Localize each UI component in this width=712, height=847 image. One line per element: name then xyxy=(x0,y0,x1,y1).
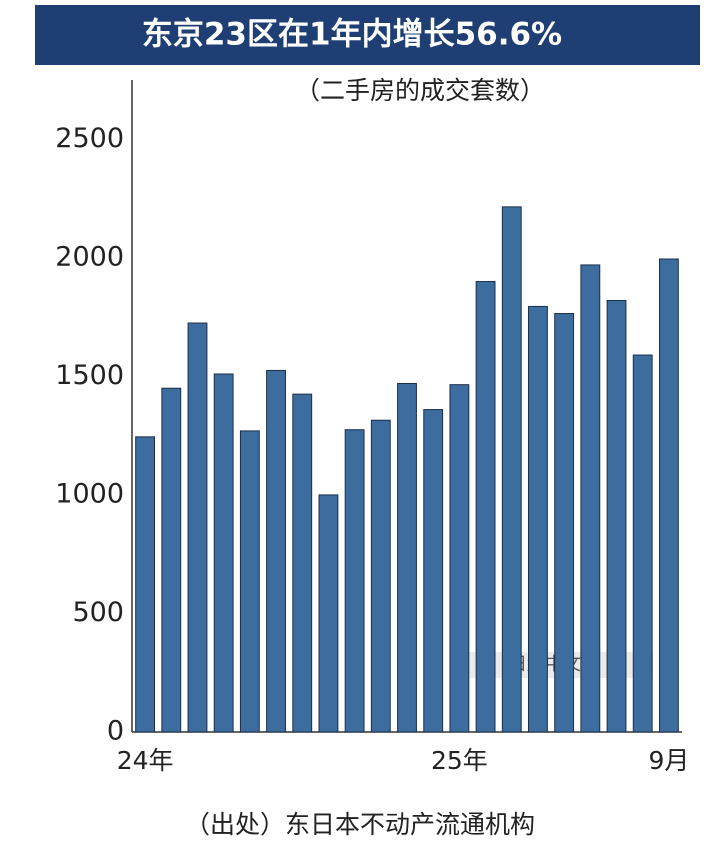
bar xyxy=(370,419,391,733)
title-banner xyxy=(35,5,700,65)
bar xyxy=(423,409,444,733)
bar xyxy=(161,387,182,733)
chart-subtitle: （二手房的成交套数） xyxy=(295,76,545,105)
bar xyxy=(580,264,601,733)
source-note: （出处）东日本不动产流通机构 xyxy=(185,810,535,839)
bar xyxy=(475,281,496,733)
bar xyxy=(397,382,417,733)
chart-title: 东京23区在1年内增长56.6% xyxy=(142,17,562,53)
y-tick-label: 2500 xyxy=(55,123,124,154)
bar xyxy=(554,313,575,733)
bar xyxy=(292,393,313,733)
x-tick-label: 24年 xyxy=(117,746,174,775)
bar xyxy=(449,384,470,733)
bar xyxy=(528,305,548,733)
bar xyxy=(344,429,365,733)
bar xyxy=(632,354,653,733)
x-tick-label: 9月 xyxy=(648,746,689,775)
y-tick-label: 2000 xyxy=(55,241,124,272)
y-tick-label: 1000 xyxy=(55,478,124,509)
bar xyxy=(187,322,208,733)
bar xyxy=(135,436,156,733)
x-tick-label: 25年 xyxy=(431,746,488,775)
y-tick-label: 0 xyxy=(107,716,124,747)
bar xyxy=(658,258,679,733)
y-tick-label: 500 xyxy=(72,597,124,628)
bar xyxy=(213,373,234,733)
y-tick-label: 1500 xyxy=(55,360,124,391)
bar xyxy=(239,430,260,733)
bar xyxy=(501,206,522,733)
bar xyxy=(606,299,627,733)
bar xyxy=(266,369,286,733)
bar xyxy=(318,494,339,733)
